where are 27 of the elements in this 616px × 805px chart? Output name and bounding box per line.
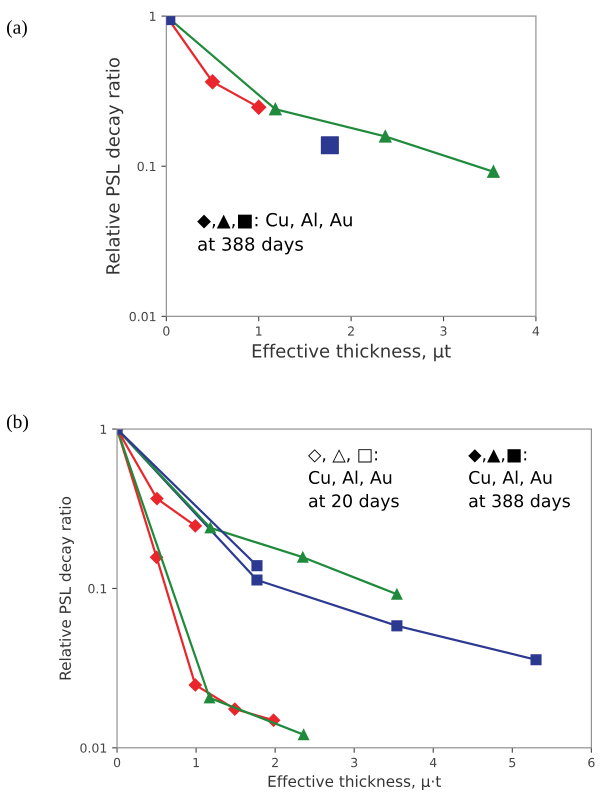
x-tick-label: 2	[348, 326, 354, 336]
annotation: ◇, △, □: Cu, Al, Au at 20 days	[308, 449, 399, 511]
x-tick-label: 1	[193, 758, 199, 768]
x-tick-label: 0	[114, 758, 120, 768]
y-axis-title: Relative PSL decay ratio	[106, 58, 124, 274]
y-tick-label: 0.1	[138, 162, 156, 172]
x-tick-label: 0	[163, 326, 170, 336]
x-tick-label: 6	[588, 758, 595, 768]
x-axis-title: Effective thickness, μ·t	[268, 775, 441, 790]
text: (b)	[7, 414, 28, 432]
annotation: ◆,▲,■: Cu, Al, Au at 388 days	[197, 212, 352, 254]
text: (a)	[7, 20, 27, 38]
y-tick-label: 0.1	[88, 584, 106, 594]
y-tick-label: 0.01	[80, 743, 106, 753]
annotation: ◆,▲,■: Cu, Al, Au at 388 days	[468, 449, 570, 511]
x-axis-title: Effective thickness, μt	[252, 344, 451, 362]
x-tick-label: 4	[532, 326, 540, 336]
y-tick-label: 0.01	[130, 312, 156, 322]
x-tick-label: 3	[351, 758, 358, 768]
x-tick-label: 4	[430, 758, 437, 768]
y-tick-label: 1	[100, 424, 106, 434]
x-tick-label: 2	[272, 758, 278, 768]
y-axis-title: Relative PSL decay ratio	[59, 496, 74, 680]
x-tick-label: 3	[440, 326, 446, 336]
x-tick-label: 1	[256, 326, 262, 336]
y-tick-label: 1	[150, 12, 156, 21]
x-tick-label: 5	[509, 758, 516, 768]
